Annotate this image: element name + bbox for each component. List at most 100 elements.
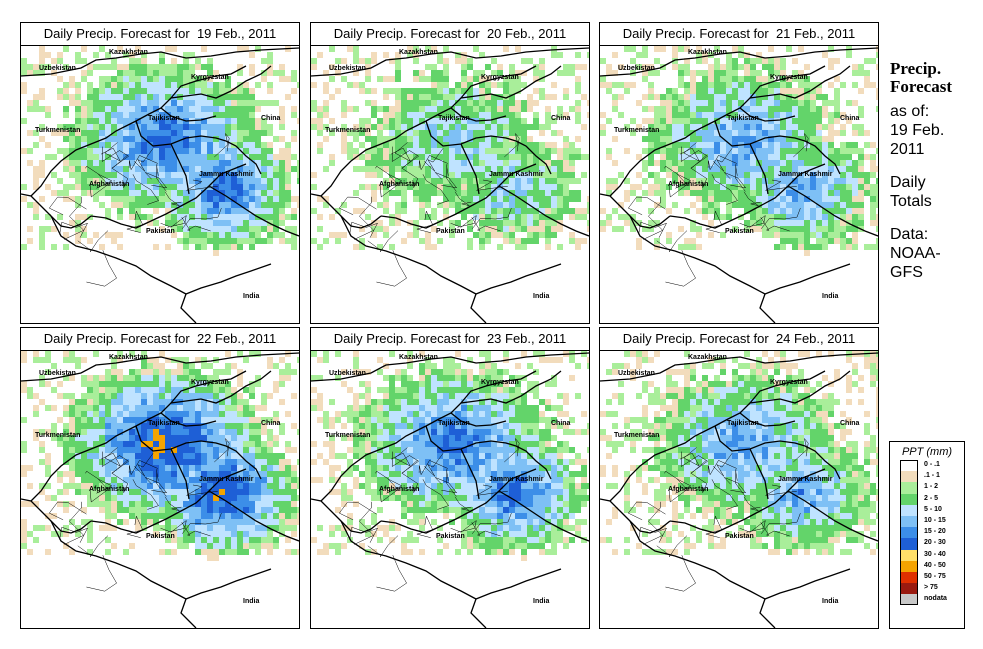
precip-cell	[732, 160, 738, 166]
precip-cell	[63, 130, 69, 136]
precip-cell	[111, 118, 117, 124]
precip-cell	[503, 76, 509, 82]
precip-cell	[413, 142, 419, 148]
precip-cell	[99, 381, 105, 387]
precip-cell	[63, 196, 69, 202]
precip-cell	[171, 220, 177, 226]
precip-cell	[153, 531, 159, 537]
precip-cell	[726, 58, 732, 64]
precip-cell	[401, 202, 407, 208]
precip-cell	[27, 160, 33, 166]
precip-cell	[774, 142, 780, 148]
precip-cell	[419, 369, 425, 375]
precip-cell	[279, 112, 285, 118]
precip-cell	[876, 106, 878, 112]
precip-cell	[479, 148, 485, 154]
precip-cell	[317, 196, 323, 202]
precip-cell	[249, 477, 255, 483]
precip-cell	[684, 142, 690, 148]
precip-cell	[57, 178, 63, 184]
precip-cell	[147, 214, 153, 220]
precip-cell	[816, 118, 822, 124]
precip-cell	[135, 477, 141, 483]
precip-cell	[267, 202, 273, 208]
precip-cell	[822, 142, 828, 148]
precip-cell	[231, 405, 237, 411]
precip-cell	[63, 405, 69, 411]
precip-cell	[69, 76, 75, 82]
precip-cell	[255, 417, 261, 423]
precip-cell	[249, 142, 255, 148]
precip-cell	[207, 142, 213, 148]
precip-cell	[419, 208, 425, 214]
precip-cell	[39, 94, 45, 100]
precip-cell	[762, 130, 768, 136]
precip-cell	[177, 238, 183, 244]
precip-cell	[183, 106, 189, 112]
precip-cell	[111, 381, 117, 387]
precip-cell	[99, 130, 105, 136]
precip-cell	[225, 100, 231, 106]
precip-cell	[467, 64, 473, 70]
precip-cell	[87, 435, 93, 441]
precip-cell	[189, 112, 195, 118]
precip-cell	[129, 375, 135, 381]
precip-cell	[317, 148, 323, 154]
precip-cell	[177, 489, 183, 495]
precip-cell	[455, 351, 461, 357]
precip-cell	[171, 489, 177, 495]
precip-cell	[63, 471, 69, 477]
precip-cell	[389, 112, 395, 118]
precip-cell	[515, 441, 521, 447]
precip-cell	[177, 214, 183, 220]
precip-cell	[383, 52, 389, 58]
precip-cell	[443, 64, 449, 70]
precip-cell	[714, 178, 720, 184]
precip-cell	[491, 399, 497, 405]
precip-cell	[545, 172, 551, 178]
precip-cell	[587, 429, 589, 435]
precip-cell	[207, 543, 213, 549]
precip-cell	[648, 118, 654, 124]
precip-cell	[425, 46, 431, 52]
precip-cell	[213, 118, 219, 124]
precip-cell	[846, 172, 852, 178]
precip-cell	[449, 148, 455, 154]
precip-cell	[141, 88, 147, 94]
precip-cell	[461, 112, 467, 118]
precip-cell	[99, 465, 105, 471]
precip-cell	[557, 214, 563, 220]
precip-cell	[51, 513, 57, 519]
country-label-turkmenistan: Turkmenistan	[35, 127, 80, 134]
country-border	[460, 65, 537, 99]
precip-cell	[509, 417, 515, 423]
precip-cell	[702, 100, 708, 106]
precip-cell	[141, 106, 147, 112]
precip-cell	[702, 52, 708, 58]
precip-cell	[527, 208, 533, 214]
precip-cell	[786, 232, 792, 238]
precip-cell	[834, 226, 840, 232]
precip-cell	[419, 142, 425, 148]
precip-cell	[425, 154, 431, 160]
precip-cell	[527, 435, 533, 441]
precip-cell	[804, 124, 810, 130]
precip-cell	[515, 244, 521, 250]
precip-cell	[171, 226, 177, 232]
precip-cell	[249, 489, 255, 495]
precip-cell	[413, 46, 419, 52]
precip-cell	[183, 58, 189, 64]
precip-cell	[159, 202, 165, 208]
country-border	[30, 120, 137, 197]
precip-cell	[291, 423, 297, 429]
precip-cell	[99, 148, 105, 154]
precip-cell	[876, 94, 878, 100]
precip-cell	[99, 178, 105, 184]
precip-cell	[654, 220, 660, 226]
precip-cell	[383, 148, 389, 154]
precip-cell	[780, 64, 786, 70]
precip-cell	[539, 417, 545, 423]
precip-cell	[117, 441, 123, 447]
precip-cell	[165, 495, 171, 501]
precip-cell	[273, 525, 279, 531]
